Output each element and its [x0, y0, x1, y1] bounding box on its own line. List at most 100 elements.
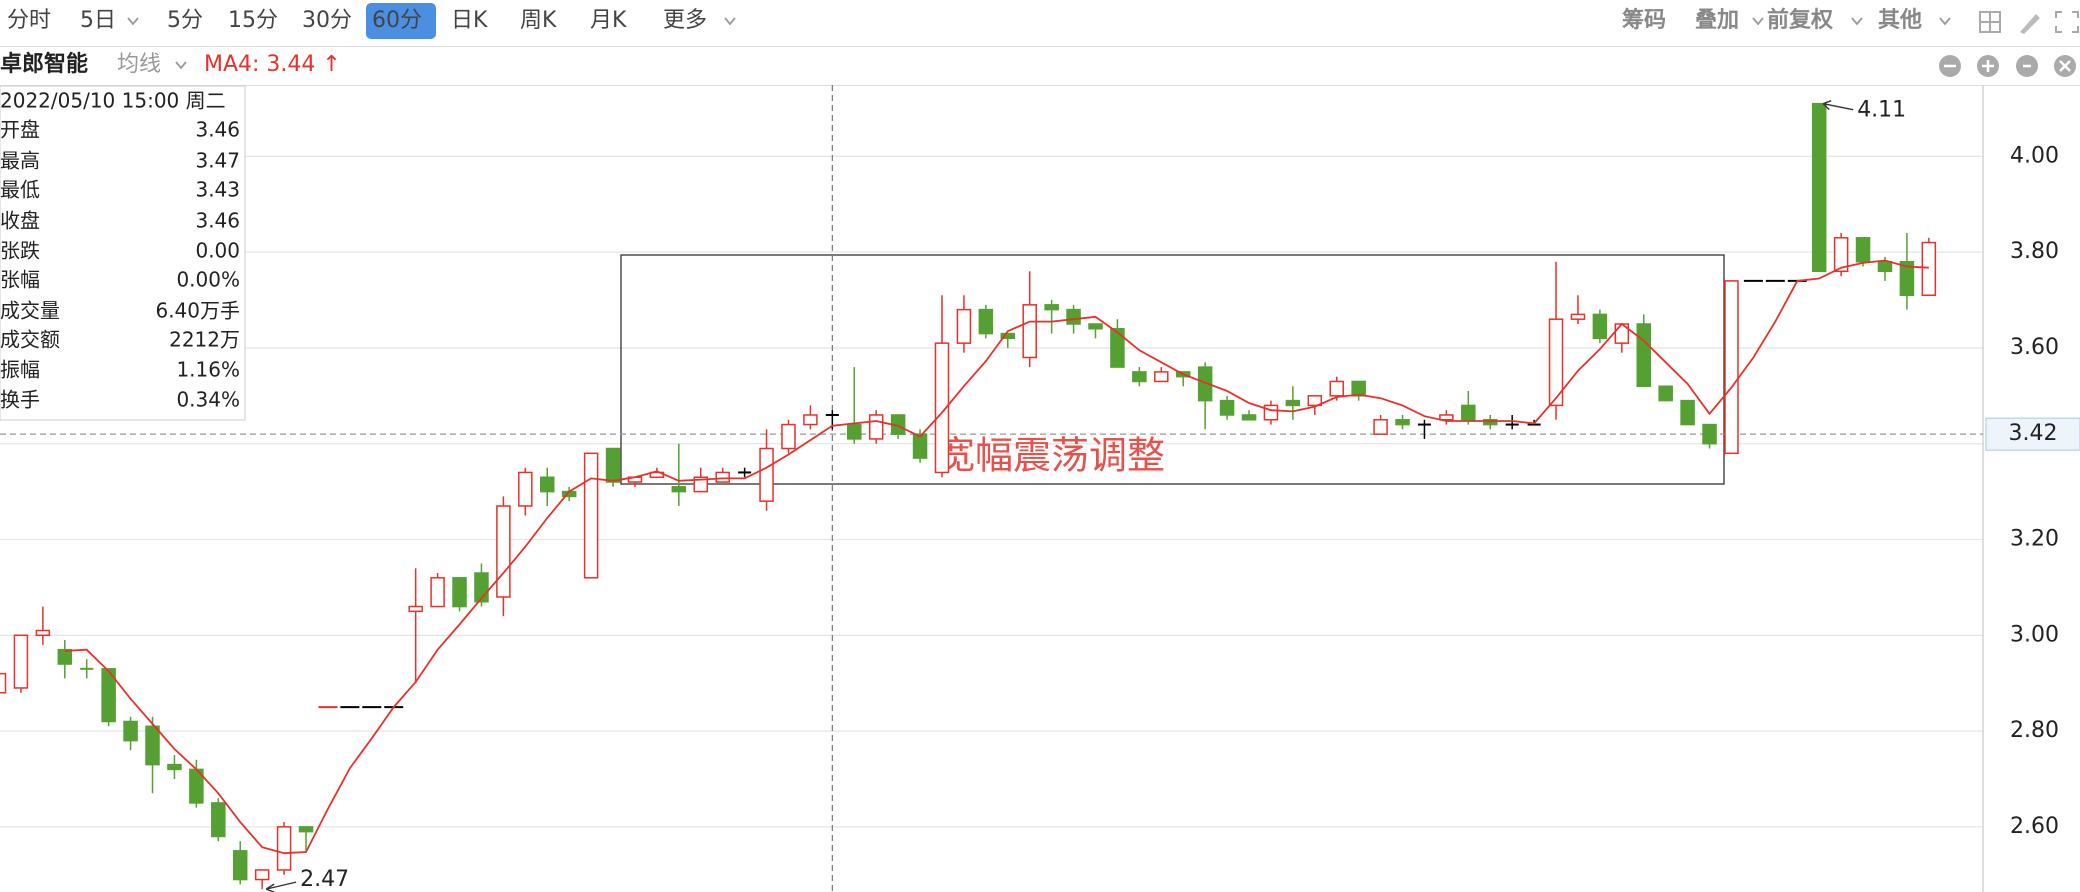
- candle-body: [934, 342, 950, 474]
- y-tick-label: 2.80: [2010, 718, 2059, 743]
- candle-body: [1044, 304, 1059, 311]
- candle-body: [430, 577, 445, 608]
- candle-body: [583, 452, 599, 579]
- low-arrow: [265, 881, 297, 892]
- candle-body: [496, 505, 511, 598]
- annotation-text: 宽幅震荡调整: [937, 434, 1165, 478]
- stock-name: 卓郎智能: [0, 51, 88, 77]
- candle-body: [254, 869, 270, 881]
- candle-body: [1263, 404, 1279, 421]
- candle-body: [1241, 414, 1257, 421]
- low-label: 2.47: [300, 867, 349, 892]
- info-value: 6.40万手: [155, 299, 240, 323]
- panel-control-glyph: [2059, 60, 2071, 72]
- dropdown-chevron: [1851, 17, 1863, 26]
- ma-label: MA4: 3.44 ↑: [204, 52, 341, 77]
- period-tab[interactable]: 5日: [80, 8, 116, 33]
- period-tab[interactable]: 更多: [663, 8, 707, 33]
- candle-body: [715, 471, 730, 483]
- period-tab[interactable]: 日K: [451, 8, 488, 33]
- plot: 2.602.803.003.203.403.603.804.00宽幅震荡调整4.…: [0, 85, 2080, 892]
- candle-body: [1921, 241, 1937, 297]
- info-value: 2212万: [169, 328, 240, 352]
- toolbar: [0, 0, 2080, 46]
- candle-body: [1899, 260, 1915, 297]
- annotation-box: [620, 254, 1725, 485]
- candle-body: [1658, 385, 1673, 402]
- candle-body: [1811, 102, 1827, 273]
- info-label: 振幅: [0, 358, 40, 382]
- info-label: 开盘: [0, 118, 40, 142]
- fullscreen-icon[interactable]: [2055, 11, 2079, 33]
- period-tab[interactable]: 周K: [520, 8, 557, 33]
- layout-icon-grid: [1980, 12, 2000, 32]
- period-tab[interactable]: 30分: [302, 8, 352, 33]
- candle-body: [1482, 419, 1498, 426]
- candle-body: [145, 725, 160, 766]
- candle-body: [1110, 328, 1125, 368]
- candle-body: [57, 648, 73, 665]
- info-value: 0.00%: [176, 268, 240, 292]
- crosshair-price-box: [1985, 417, 2080, 451]
- candle-body: [276, 826, 292, 871]
- candle-body: [1636, 323, 1651, 387]
- dropdown-chevron: [1752, 17, 1764, 26]
- info-label: 收盘: [0, 209, 40, 233]
- info-value: 0.34%: [176, 388, 240, 412]
- candle-body: [1197, 366, 1213, 402]
- candle-body: [1154, 371, 1169, 383]
- tool-button[interactable]: 筹码: [1622, 7, 1666, 33]
- info-label: 成交额: [0, 328, 60, 352]
- candle-body: [123, 720, 138, 742]
- dropdown-chevron: [724, 17, 736, 26]
- indicator-select[interactable]: 均线: [117, 52, 161, 77]
- candle-body: [1833, 237, 1849, 273]
- candle-body: [101, 668, 116, 723]
- candle-body: [1307, 395, 1323, 407]
- candle-body: [1219, 399, 1235, 416]
- candle-body: [1395, 419, 1410, 426]
- candle-body: [847, 423, 862, 440]
- candle-body: [1066, 308, 1081, 325]
- high-arrow: [1822, 100, 1854, 111]
- info-label: 最低: [0, 178, 40, 202]
- candle-body: [1680, 399, 1695, 426]
- period-tab[interactable]: 15分: [228, 8, 278, 33]
- candle-body: [803, 414, 818, 426]
- candle-body: [1132, 371, 1147, 383]
- info-value: 3.47: [195, 149, 240, 173]
- candle-body: [211, 802, 226, 838]
- panel-control-glyph: [1982, 60, 1994, 72]
- info-value: 3.43: [195, 178, 240, 202]
- candle-body: [452, 577, 467, 608]
- y-tick-label: 3.60: [2010, 335, 2059, 360]
- info-label: 张幅: [0, 268, 40, 292]
- candle-body: [781, 423, 796, 450]
- candle-body: [298, 826, 314, 833]
- info-label: 张跌: [0, 239, 40, 263]
- candle-body: [167, 763, 182, 771]
- candle-body: [605, 447, 621, 483]
- candle-body: [1329, 380, 1344, 397]
- period-selected-bg: [366, 3, 436, 39]
- draw-icon[interactable]: [2020, 14, 2040, 34]
- dropdown-chevron: [175, 61, 187, 70]
- info-value: 3.46: [195, 209, 240, 233]
- candle-body: [1351, 380, 1366, 397]
- candle-body: [1592, 313, 1608, 340]
- period-tab[interactable]: 分时: [7, 8, 51, 33]
- dropdown-chevron: [1939, 17, 1951, 26]
- info-value: 1.16%: [176, 358, 240, 382]
- info-label: 换手: [0, 388, 40, 412]
- period-tab[interactable]: 5分: [167, 8, 203, 33]
- candle-body: [978, 308, 994, 335]
- tool-button[interactable]: 叠加: [1695, 8, 1739, 33]
- tool-button[interactable]: 前复权: [1767, 7, 1834, 33]
- tool-button[interactable]: 其他: [1878, 8, 1922, 33]
- candle-body: [693, 476, 709, 493]
- period-tab[interactable]: 60分: [372, 8, 422, 33]
- candle-body: [1373, 419, 1388, 435]
- period-tab[interactable]: 月K: [590, 8, 627, 33]
- candle-body: [13, 634, 29, 689]
- y-tick-label: 2.60: [2010, 814, 2059, 839]
